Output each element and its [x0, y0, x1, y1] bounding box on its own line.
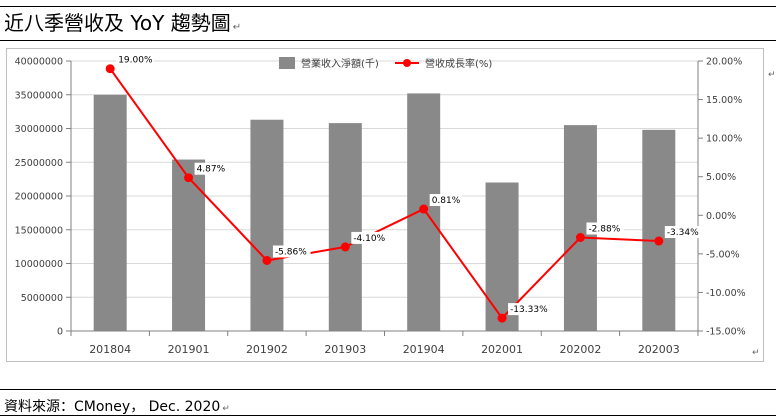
- footer-rule: [0, 389, 776, 390]
- y-right-tick-label: 5.00%: [706, 172, 736, 183]
- data-label-bg: [351, 231, 389, 244]
- y-left-tick-label: 20000000: [15, 192, 63, 203]
- legend-bar-swatch: [279, 57, 295, 69]
- y-right-tick-label: -15.00%: [706, 327, 746, 338]
- source-note: 資料來源：CMoney， Dec. 2020 ↵: [4, 398, 230, 418]
- line-data-label: 19.00%: [118, 56, 153, 66]
- side-mark: ↵: [752, 348, 760, 358]
- data-label-bg: [194, 162, 227, 175]
- bar: [328, 123, 362, 331]
- y-left-tick-label: 5000000: [21, 293, 63, 304]
- data-label-bg: [508, 303, 552, 316]
- data-label-bg: [586, 222, 625, 235]
- y-right-tick-label: 10.00%: [706, 134, 742, 145]
- y-left-tick-label: 30000000: [15, 124, 63, 135]
- y-right-tick-label: 15.00%: [706, 95, 742, 106]
- data-label-bg: [664, 226, 703, 239]
- bar: [93, 94, 127, 331]
- bar: [172, 159, 206, 331]
- x-tick-label: 201903: [324, 343, 366, 356]
- x-tick-label: 201804: [89, 343, 131, 356]
- line-data-label: 4.87%: [197, 165, 226, 175]
- legend: 營業收入淨額(千) 營收成長率(%): [279, 57, 492, 70]
- footer-bottom-rule: [0, 415, 776, 416]
- y-left-tick-label: 15000000: [15, 225, 63, 236]
- y-right-tick-label: -10.00%: [706, 288, 746, 299]
- y-left-tick-label: 40000000: [15, 57, 63, 68]
- y-left-tick-label: 35000000: [15, 90, 63, 101]
- line-marker: [575, 233, 585, 243]
- line-data-label: -3.34%: [667, 228, 699, 238]
- page-title: 近八季營收及 YoY 趨勢圖 ↵: [4, 10, 241, 41]
- y-right-tick-label: -5.00%: [706, 249, 740, 260]
- legend-bar-label: 營業收入淨額(千): [301, 57, 379, 70]
- title-top-rule: [0, 6, 776, 7]
- y-left-tick-label: 10000000: [15, 259, 63, 270]
- side-mark: ↵: [768, 70, 776, 80]
- paragraph-mark-icon: ↵: [232, 22, 242, 33]
- data-label-bg: [116, 53, 154, 66]
- bar: [250, 119, 284, 331]
- y-left-tick-label: 25000000: [15, 158, 63, 169]
- line-marker: [105, 64, 115, 74]
- legend-line-label: 營收成長率(%): [425, 57, 492, 70]
- data-label-bg: [272, 245, 311, 258]
- line-data-label: -4.10%: [353, 234, 385, 244]
- y-right-tick-label: 20.00%: [706, 57, 742, 68]
- paragraph-mark-icon: ↵: [222, 404, 230, 414]
- title-bottom-rule: [0, 40, 776, 41]
- growth-line: [109, 68, 659, 320]
- data-label-bg: [429, 194, 462, 207]
- x-tick-label: 201901: [168, 343, 210, 356]
- data-labels: 19.00% 4.87% -5.86% -4.10% 0.81% -13.33% -2.88…: [116, 53, 703, 316]
- line-data-label: -2.88%: [588, 225, 620, 235]
- y-left-tick-label: 0: [57, 327, 63, 338]
- bar-series: [93, 93, 676, 332]
- line-data-label: 0.81%: [432, 196, 461, 206]
- combo-chart: 0 5000000 10000000 15000000 20000000 25000000…: [15, 53, 746, 357]
- gridlines: [71, 60, 698, 298]
- x-tick-label: 202001: [481, 343, 523, 356]
- line-series: [105, 64, 664, 323]
- x-tick-label: 201904: [403, 343, 445, 356]
- axes: 0 5000000 10000000 15000000 20000000 25000000…: [15, 57, 746, 357]
- line-marker: [419, 204, 429, 214]
- line-marker: [262, 255, 272, 265]
- page-title-text: 近八季營收及 YoY 趨勢圖: [4, 11, 231, 35]
- y-right-tick-label: 0.00%: [706, 211, 736, 222]
- x-tick-label: 202002: [559, 343, 601, 356]
- line-marker: [184, 173, 194, 183]
- legend-line-marker: [403, 59, 411, 67]
- chart-frame: 0 5000000 10000000 15000000 20000000 25000000…: [6, 48, 764, 362]
- x-tick-label: 202003: [638, 343, 680, 356]
- line-data-label: -5.86%: [275, 247, 307, 257]
- line-marker: [497, 313, 507, 323]
- line-marker: [340, 242, 350, 252]
- x-tick-label: 201902: [246, 343, 288, 356]
- line-marker: [654, 236, 664, 246]
- line-data-label: -13.33%: [510, 305, 548, 315]
- source-text: 資料來源：CMoney， Dec. 2020: [4, 399, 221, 415]
